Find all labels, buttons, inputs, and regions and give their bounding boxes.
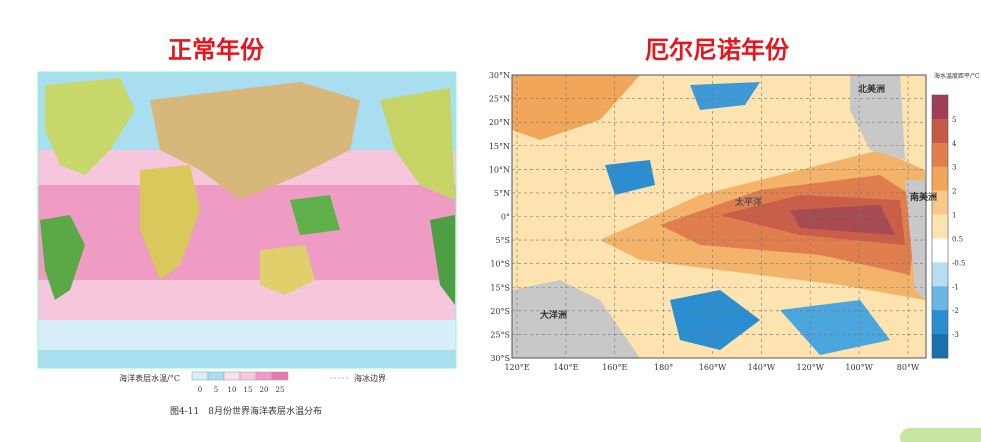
legend-label: 海洋表层水温/°C (119, 373, 180, 383)
cold-band (38, 320, 456, 350)
colorbar-segment (932, 238, 948, 263)
ice-label: 海冰边界 (354, 373, 386, 383)
legend-tick: 25 (276, 386, 285, 394)
y-tick-label: 15°S (490, 283, 510, 292)
right-title: 厄尔尼诺年份 (645, 36, 789, 64)
colorbar-tick: 2 (952, 188, 956, 196)
y-tick-label: 25°N (489, 95, 510, 104)
legend-swatch (191, 371, 209, 381)
colorbar-tick: -3 (952, 331, 959, 339)
region-label: 太平洋 (734, 196, 762, 208)
land (430, 215, 455, 305)
land (140, 165, 200, 280)
contour (512, 75, 640, 140)
x-tick-label: 160°E (602, 363, 627, 372)
region-label: 北美洲 (858, 83, 885, 95)
colorbar-tick: -1 (952, 283, 959, 291)
colorbar-tick: -2 (952, 307, 959, 315)
legend-tick: 10 (228, 386, 237, 394)
land (850, 75, 905, 160)
decoration (900, 428, 981, 442)
contour (790, 205, 895, 235)
land (45, 78, 135, 175)
colorbar-segment (932, 166, 948, 192)
caption: 图4-11 8月份世界海洋表层水温分布 (170, 405, 322, 417)
colorbar-frame (931, 94, 949, 359)
x-tick-label: 100°W (845, 363, 873, 372)
legend-tick: 5 (214, 386, 218, 394)
cold-anomaly (605, 160, 655, 195)
y-tick-label: 20°S (490, 307, 510, 316)
colorbar-tick: 4 (952, 140, 957, 148)
y-tick-label: 25°S (490, 330, 510, 339)
land (40, 215, 85, 300)
legend: 海洋表层水温/°C 海冰边界 0 5 10 15 20 25 (119, 371, 386, 394)
colorbar-segment (932, 190, 948, 216)
land (512, 280, 640, 358)
y-tick-label: 5°N (494, 189, 510, 198)
cold-anomaly (670, 290, 760, 350)
colorbar-tick: 5 (952, 116, 956, 124)
colorbar-tick: -0.5 (952, 259, 966, 267)
x-tick-label: 180° (654, 363, 673, 372)
cold-anomaly (690, 82, 760, 110)
legend-tick: 20 (260, 386, 269, 394)
y-tick-label: 15°N (489, 142, 510, 151)
colorbar-tick: 3 (952, 164, 956, 172)
land (260, 245, 315, 295)
region-label: 大洋洲 (540, 309, 567, 321)
world-map (37, 71, 457, 369)
x-tick-label: 140°W (748, 363, 776, 372)
legend-swatch (255, 371, 273, 381)
y-tick-label: 30°N (489, 71, 510, 80)
colorbar-segment (932, 95, 948, 120)
x-tick-label: 120°W (797, 363, 825, 372)
land (380, 88, 455, 200)
land (290, 195, 340, 235)
y-tick-label: 10°N (489, 165, 510, 174)
colorbar-segment (932, 262, 948, 287)
left-title: 正常年份 (168, 36, 264, 64)
map-frame (37, 71, 457, 369)
y-tick-label: 20°N (489, 118, 510, 127)
legend-swatch (223, 371, 241, 381)
axes: 30°N 25°N 20°N 15°N 10°N 5°N 0° 5°S 10°S 15°S 20°S… (489, 71, 926, 372)
y-tick-label: 30°S (490, 354, 510, 363)
land (150, 82, 360, 200)
cold-anomaly (780, 300, 890, 355)
x-tick-label: 120°E (504, 363, 529, 372)
colorbar: 5 4 3 2 1 0.5 -0.5 -1 -2 -3 (931, 94, 966, 359)
colorbar-segment (932, 310, 948, 335)
region-label: 南美洲 (910, 191, 937, 203)
legend-swatch (271, 371, 289, 381)
y-tick-label: 5°S (495, 236, 510, 245)
legend-tick: 0 (198, 386, 202, 394)
legend-tick: 15 (244, 386, 253, 394)
colorbar-segment (932, 334, 948, 359)
legend-swatch (239, 371, 257, 381)
colorbar-segment (932, 286, 948, 311)
legend-swatch (207, 371, 225, 381)
y-tick-label: 10°S (490, 260, 510, 269)
colorbar-title: 海水温度距平/°C (934, 72, 980, 80)
hot-band (38, 185, 456, 280)
colorbar-tick: 0.5 (952, 235, 963, 243)
x-tick-label: 140°E (553, 363, 578, 372)
colorbar-segment (932, 214, 948, 239)
colorbar-tick: 1 (952, 212, 956, 220)
colorbar-segment (932, 118, 948, 144)
y-tick-label: 0° (501, 213, 510, 222)
x-tick-label: 80°W (897, 363, 920, 372)
colorbar-segment (932, 142, 948, 168)
x-tick-label: 160°W (699, 363, 727, 372)
